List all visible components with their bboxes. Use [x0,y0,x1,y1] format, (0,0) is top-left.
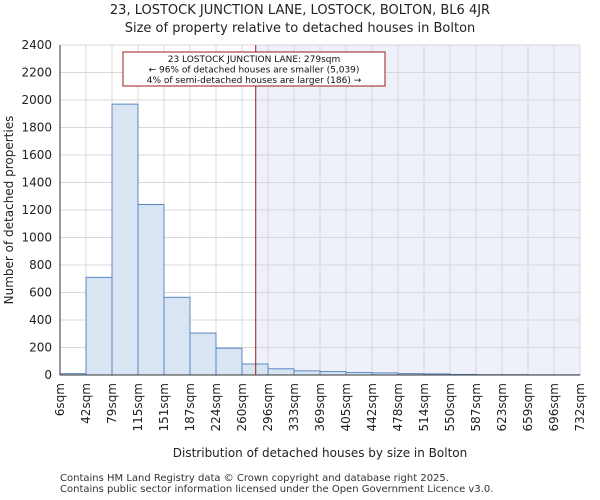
y-tick-label: 0 [44,368,52,382]
x-tick-label: 224sqm [209,383,223,431]
annotation-line: 4% of semi-detached houses are larger (1… [147,76,362,86]
x-tick-label: 296sqm [261,383,275,431]
x-tick-label: 732sqm [573,383,587,431]
y-tick-label: 1800 [21,121,52,135]
y-tick-label: 2000 [21,93,52,107]
y-axis-label: Number of detached properties [2,116,16,305]
chart-subtitle: Size of property relative to detached ho… [124,21,476,36]
x-tick-label: 151sqm [157,383,171,431]
footer-line-2: Contains public sector information licen… [60,484,494,495]
bar [137,204,165,376]
x-tick-label: 115sqm [131,383,145,431]
x-tick-label: 260sqm [235,383,249,431]
x-tick-label: 696sqm [547,383,561,431]
x-tick-label: 514sqm [417,383,431,431]
y-tick-label: 800 [29,258,52,272]
x-tick-label: 333sqm [287,383,301,431]
bar [163,296,191,376]
x-tick-label: 369sqm [313,383,327,431]
y-tick-label: 2200 [21,66,52,80]
y-tick-label: 1000 [21,231,52,245]
bar [111,103,139,376]
bar [215,347,243,376]
x-tick-label: 623sqm [495,383,509,431]
annotation-line: 23 LOSTOCK JUNCTION LANE: 279sqm [168,55,341,65]
x-tick-label: 442sqm [365,383,379,431]
y-tick-label: 1600 [21,148,52,162]
y-tick-label: 1400 [21,176,52,190]
bar [189,332,217,376]
y-tick-label: 1200 [21,203,52,217]
bar [85,276,113,376]
bar [267,368,295,376]
x-tick-label: 187sqm [183,383,197,431]
y-tick-label: 400 [29,313,52,327]
y-tick-label: 2400 [21,38,52,52]
x-axis-label: Distribution of detached houses by size … [173,446,467,460]
bar [319,371,347,376]
y-tick-label: 600 [29,286,52,300]
x-tick-label: 405sqm [339,383,353,431]
annotation-box [122,51,386,87]
x-tick-label: 79sqm [105,383,119,424]
y-tick-label: 200 [29,341,52,355]
bar [293,370,321,376]
bar [241,363,269,376]
x-tick-label: 42sqm [79,383,93,424]
annotation-line: ← 96% of detached houses are smaller (5,… [149,66,360,76]
x-tick-label: 587sqm [469,383,483,431]
chart-title: 23, LOSTOCK JUNCTION LANE, LOSTOCK, BOLT… [109,3,491,18]
x-tick-label: 478sqm [391,383,405,431]
footer-line-1: Contains HM Land Registry data © Crown c… [60,473,449,484]
x-tick-label: 6sqm [53,383,67,416]
x-tick-label: 659sqm [521,383,535,431]
x-tick-label: 550sqm [443,383,457,431]
